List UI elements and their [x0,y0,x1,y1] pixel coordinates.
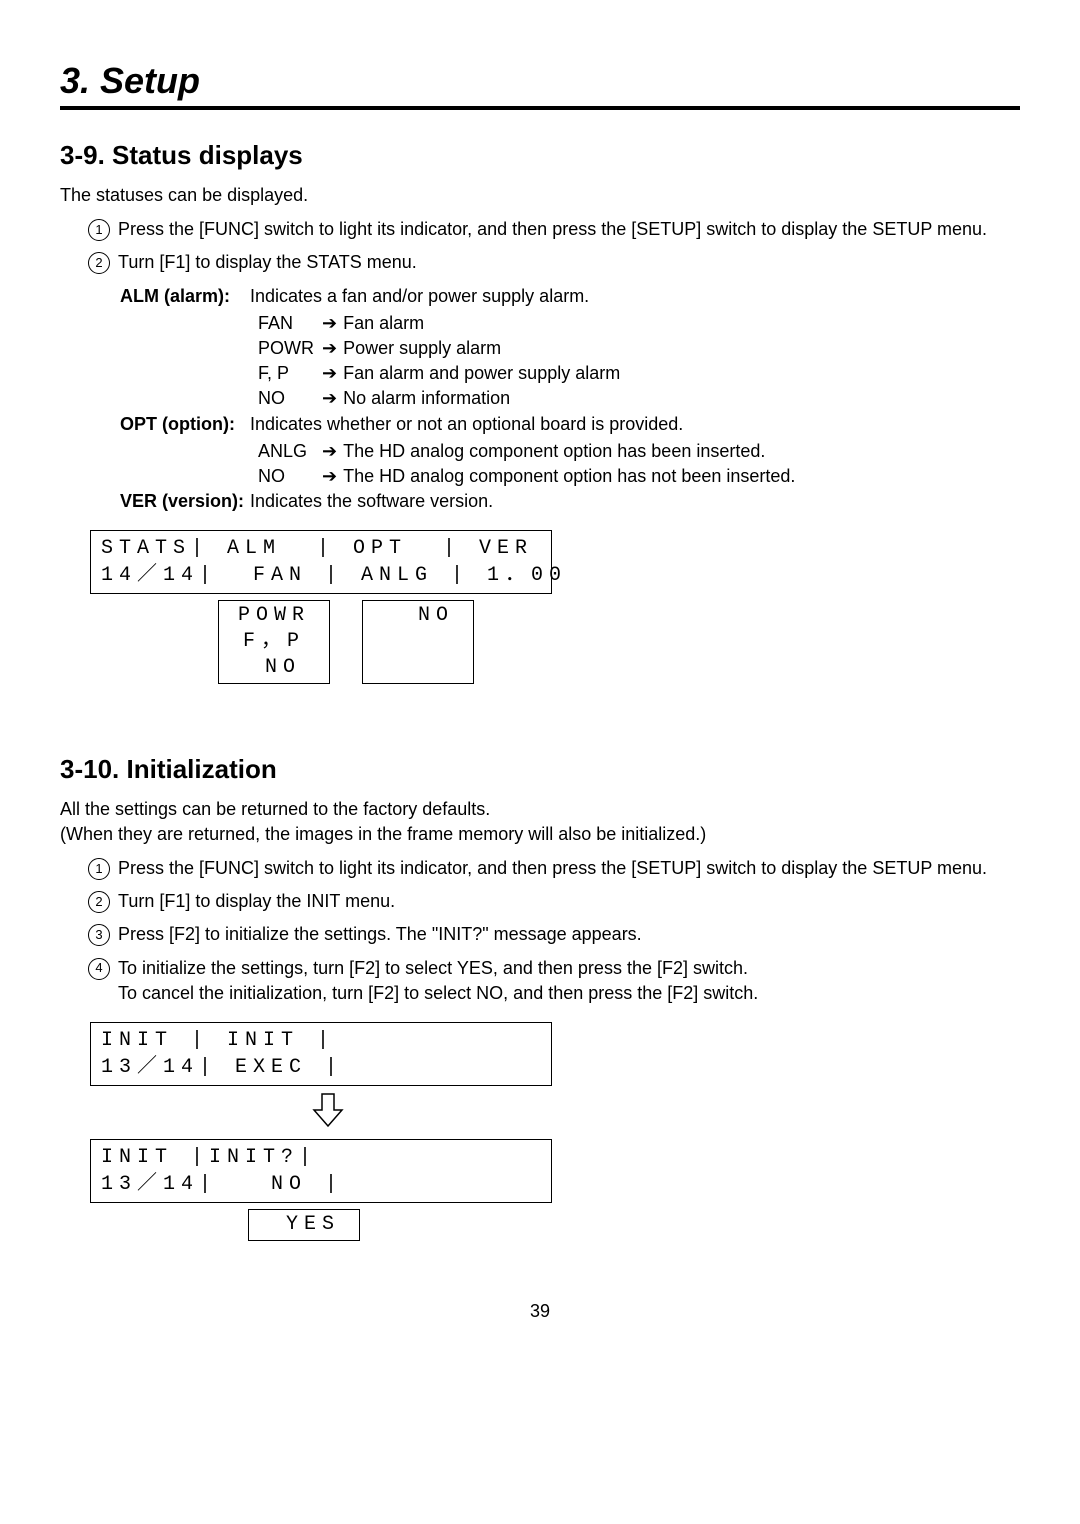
lcd-line: 13／14| NO | [101,1173,343,1196]
def-term: OPT (option): [120,412,250,437]
step-item: 1 Press the [FUNC] switch to light its i… [88,217,1020,242]
def-row: ALM (alarm): Indicates a fan and/or powe… [120,284,1020,309]
lcd-line: STATS| ALM | OPT | VER [101,537,533,560]
step-item: 1 Press the [FUNC] switch to light its i… [88,856,1020,881]
lcd-line: INIT | INIT | [101,1029,335,1052]
step-text: Turn [F1] to display the STATS menu. [118,250,1020,275]
def-desc: Indicates whether or not an optional boa… [250,412,1020,437]
def-sub-key: NO [258,464,322,489]
def-sub-val: The HD analog component option has been … [343,439,765,464]
arrow-icon: ➔ [322,336,337,361]
step-number-icon: 4 [88,958,110,980]
step-text: To initialize the settings, turn [F2] to… [118,956,1020,1006]
step-number-icon: 3 [88,924,110,946]
arrow-icon: ➔ [322,361,337,386]
lcd-line: 13／14| EXEC | [101,1056,343,1079]
def-sub-val: Power supply alarm [343,336,501,361]
lcd-sub-boxes: POWR F，P NO NO [90,600,1020,684]
steps-list-2: 1 Press the [FUNC] switch to light its i… [88,856,1020,1006]
step-number-icon: 2 [88,891,110,913]
lcd-sub-boxes: YES [90,1209,1020,1241]
lcd-line: 14／14| FAN | ANLG | 1．00 [101,564,567,587]
lcd-sub-box-opt: NO [362,600,474,684]
def-sub: FAN➔Fan alarm [258,311,1020,336]
step-text: Press the [FUNC] switch to light its ind… [118,217,1020,242]
def-sub: POWR➔Power supply alarm [258,336,1020,361]
step-item: 2 Turn [F1] to display the INIT menu. [88,889,1020,914]
step-text: Press [F2] to initialize the settings. T… [118,922,1020,947]
step-number-icon: 2 [88,252,110,274]
def-sub: NO➔The HD analog component option has no… [258,464,1020,489]
def-sub-val: Fan alarm [343,311,424,336]
def-sub-key: F, P [258,361,322,386]
def-row: OPT (option): Indicates whether or not a… [120,412,1020,437]
def-sub-key: NO [258,386,322,411]
arrow-icon: ➔ [322,311,337,336]
def-sub: F, P➔Fan alarm and power supply alarm [258,361,1020,386]
lcd-display-init1: INIT | INIT | 13／14| EXEC | [90,1022,552,1086]
step-item: 4 To initialize the settings, turn [F2] … [88,956,1020,1006]
step-number-icon: 1 [88,219,110,241]
def-term: VER (version): [120,489,250,514]
chapter-title: 3. Setup [60,60,1020,110]
lcd-display-stats: STATS| ALM | OPT | VER 14／14| FAN | ANLG… [90,530,552,594]
def-sub: NO➔No alarm information [258,386,1020,411]
arrow-icon: ➔ [322,386,337,411]
step-text: Press the [FUNC] switch to light its ind… [118,856,1020,881]
page: 3. Setup 3-9. Status displays The status… [0,0,1080,1362]
steps-list-1: 1 Press the [FUNC] switch to light its i… [88,217,1020,275]
arrow-icon: ➔ [322,464,337,489]
intro-text: The statuses can be displayed. [60,183,1020,207]
def-sub-val: Fan alarm and power supply alarm [343,361,620,386]
lcd-line: INIT |INIT?| [101,1146,317,1169]
def-sub-val: The HD analog component option has not b… [343,464,795,489]
step-number-icon: 1 [88,858,110,880]
def-sub-key: FAN [258,311,322,336]
def-row: VER (version): Indicates the software ve… [120,489,1020,514]
lcd-display-init2: INIT |INIT?| 13／14| NO | [90,1139,552,1203]
intro-text: (When they are returned, the images in t… [60,822,1020,846]
lcd-sub-box-yes: YES [248,1209,360,1241]
def-sub: ANLG➔The HD analog component option has … [258,439,1020,464]
def-term: ALM (alarm): [120,284,250,309]
def-sub-key: ANLG [258,439,322,464]
def-sub-val: No alarm information [343,386,510,411]
step-text: Turn [F1] to display the INIT menu. [118,889,1020,914]
page-number: 39 [60,1301,1020,1322]
lcd-sub-box-alm: POWR F，P NO [218,600,330,684]
step-item: 3 Press [F2] to initialize the settings.… [88,922,1020,947]
def-desc: Indicates a fan and/or power supply alar… [250,284,1020,309]
arrow-icon: ➔ [322,439,337,464]
definitions-block: ALM (alarm): Indicates a fan and/or powe… [120,284,1020,515]
def-sub-key: POWR [258,336,322,361]
section-title-status: 3-9. Status displays [60,140,1020,171]
intro-text: All the settings can be returned to the … [60,797,1020,821]
down-arrow-icon [310,1092,1020,1133]
section-title-init: 3-10. Initialization [60,754,1020,785]
def-desc: Indicates the software version. [250,489,1020,514]
step-item: 2 Turn [F1] to display the STATS menu. [88,250,1020,275]
